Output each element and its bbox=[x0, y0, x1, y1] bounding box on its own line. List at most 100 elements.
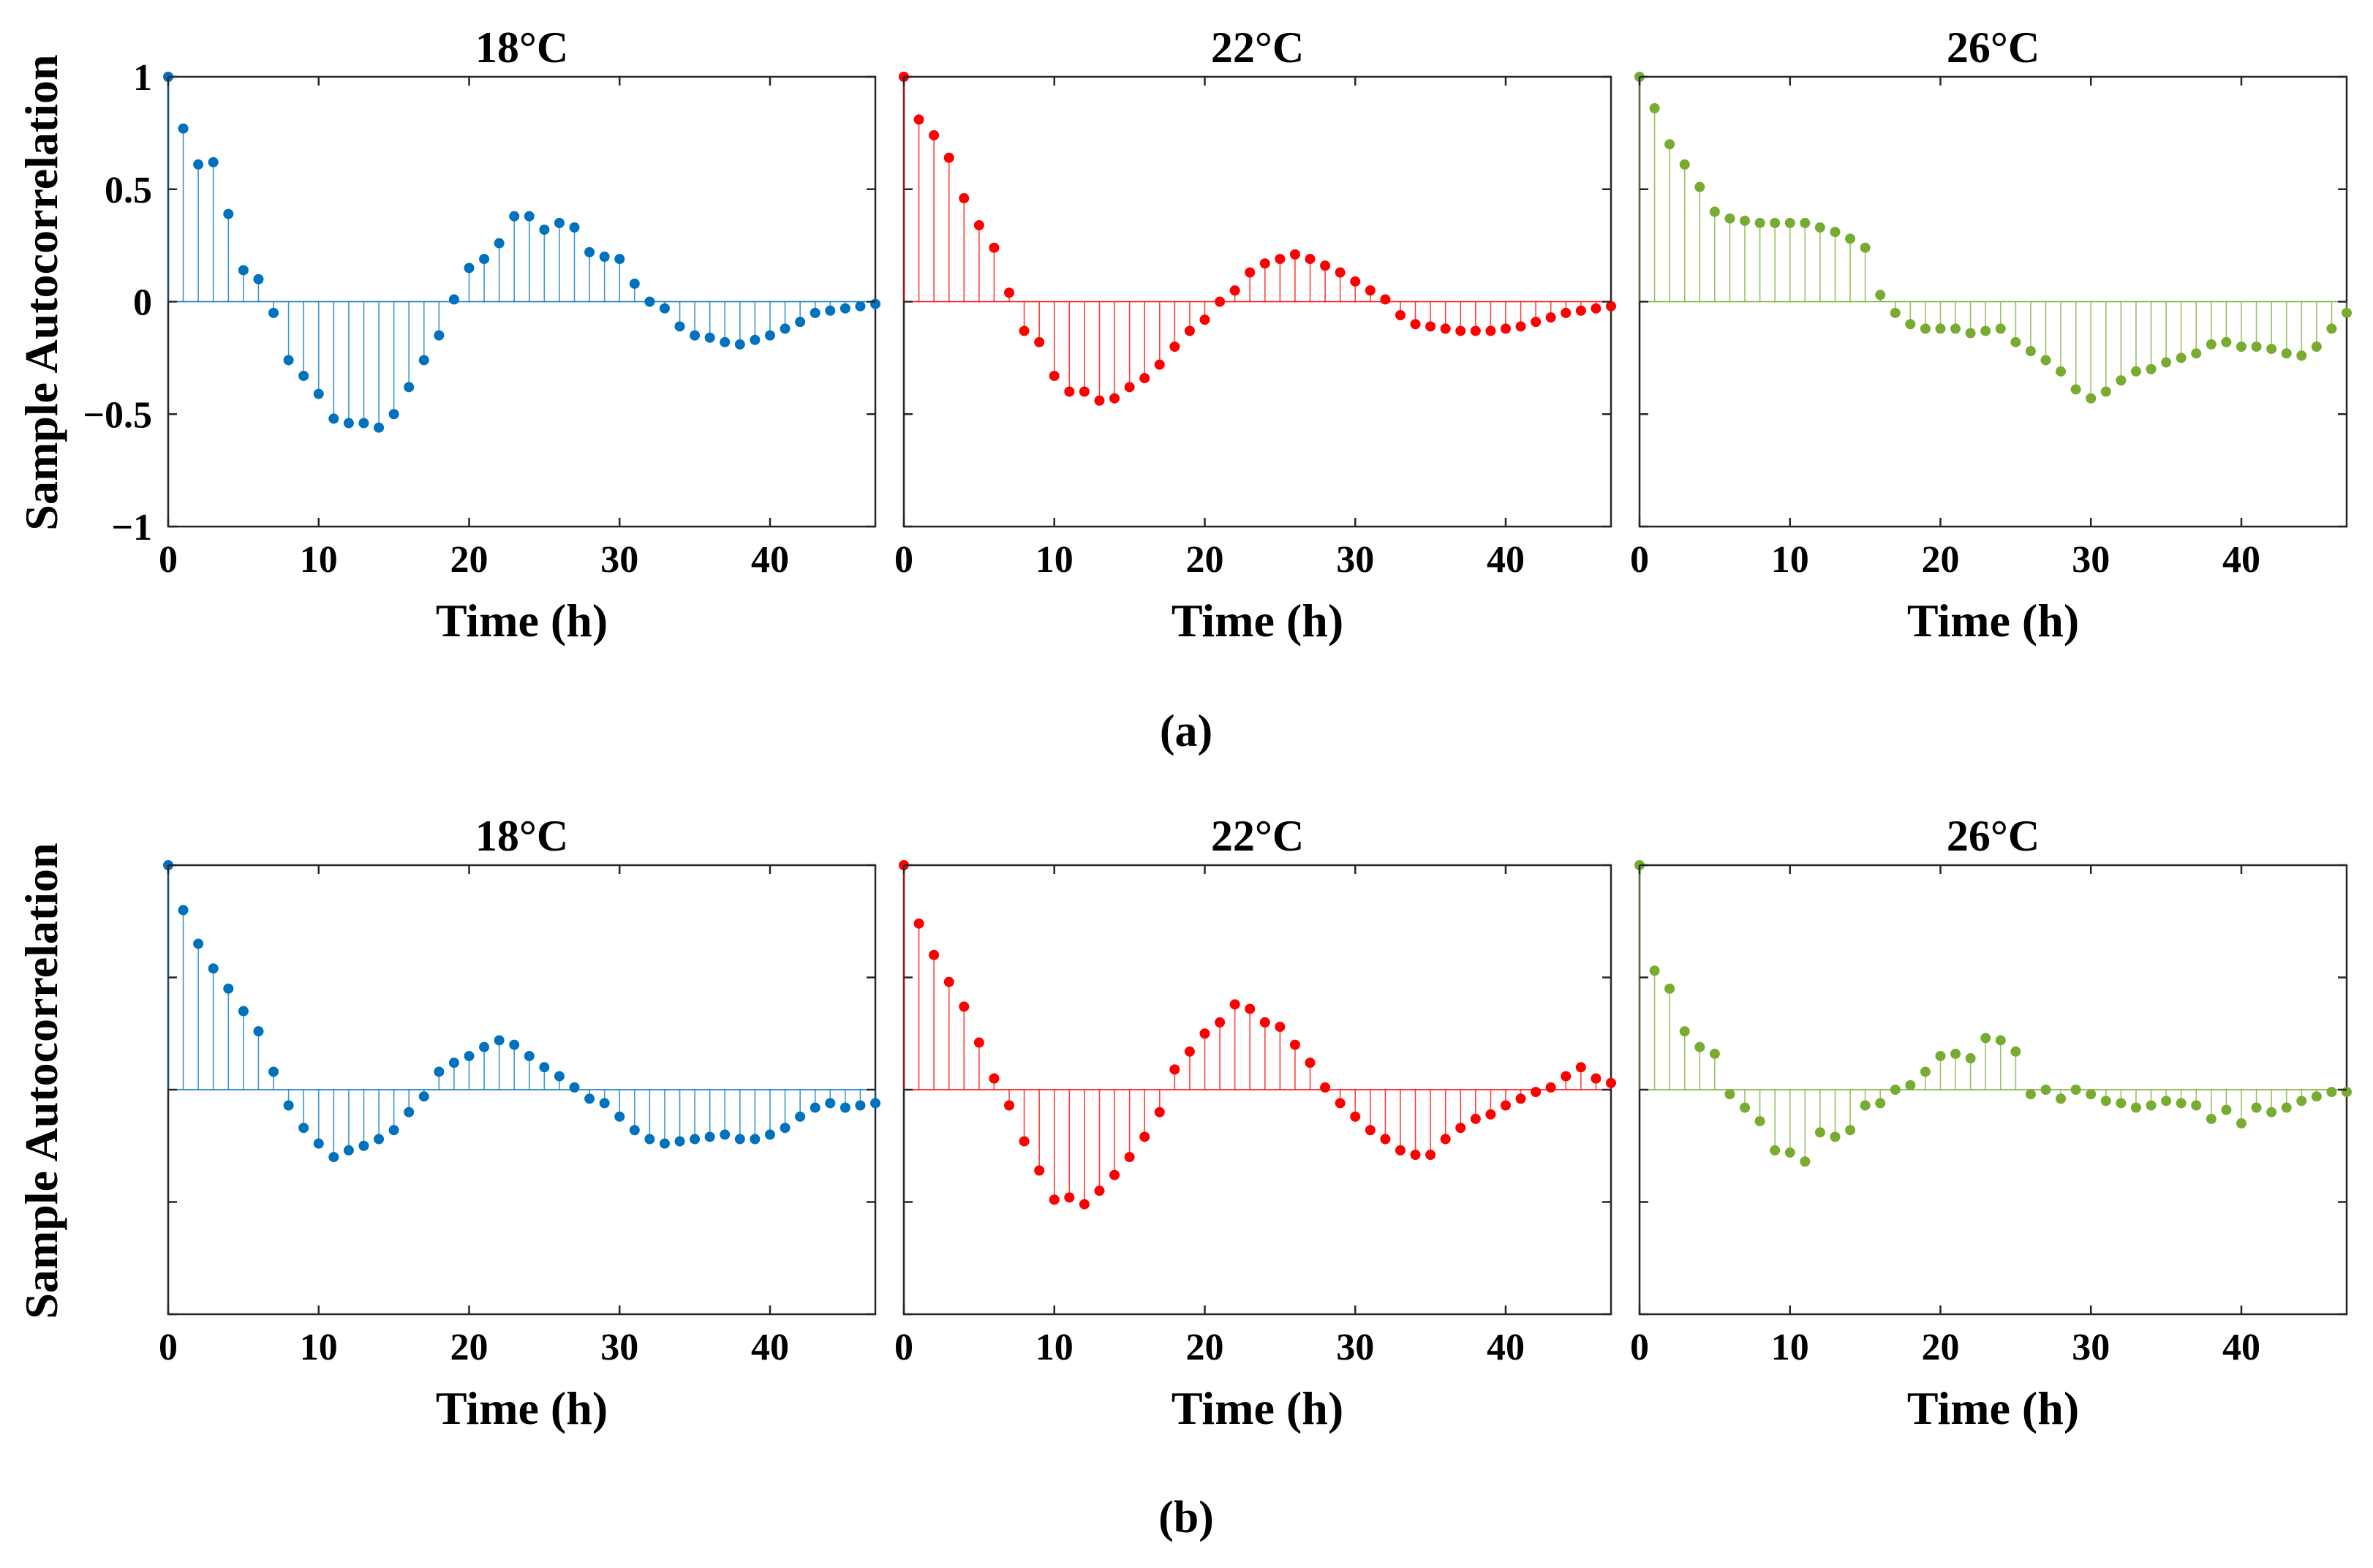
stem-marker bbox=[2326, 323, 2337, 334]
y-axis-label-top: Sample Autocorrelation bbox=[15, 54, 67, 530]
stem-marker bbox=[238, 1006, 249, 1017]
stem-marker bbox=[1950, 323, 1961, 334]
stem-marker bbox=[1034, 336, 1045, 347]
stem-marker bbox=[313, 388, 324, 399]
stem-marker bbox=[569, 1082, 580, 1093]
stem-marker bbox=[208, 157, 219, 167]
stem-marker bbox=[929, 949, 940, 960]
stem-marker bbox=[1754, 1115, 1765, 1126]
stem-marker bbox=[1049, 1194, 1060, 1205]
panel-a-0: 18°C 0 10 20 30 40 1 0.5 0 −0.5 −1 Time (h) bbox=[83, 23, 880, 647]
stem-marker bbox=[1305, 254, 1316, 265]
panel-title: 26°C bbox=[1947, 812, 2040, 860]
stem-marker bbox=[840, 1102, 850, 1113]
x-axis-label: Time (h) bbox=[436, 1382, 608, 1434]
stem-marker bbox=[418, 1091, 429, 1102]
stem-marker bbox=[1229, 999, 1240, 1010]
stem-marker bbox=[1920, 323, 1931, 334]
stem-marker bbox=[1784, 217, 1795, 228]
stem-marker bbox=[2161, 357, 2172, 368]
stem-marker bbox=[1545, 1082, 1556, 1093]
stem-marker bbox=[584, 1093, 595, 1104]
panel-title: 26°C bbox=[1947, 23, 2040, 72]
stem-marker bbox=[1004, 1100, 1015, 1111]
stem-marker bbox=[1154, 359, 1165, 370]
stem-marker bbox=[1064, 1192, 1075, 1203]
stem-marker bbox=[2311, 342, 2322, 352]
x-tick-label: 20 bbox=[450, 539, 488, 581]
stem-marker bbox=[840, 303, 850, 314]
stem-marker bbox=[1591, 303, 1602, 314]
x-tick-label: 40 bbox=[751, 539, 789, 581]
stem-marker bbox=[1754, 217, 1765, 228]
stem-marker bbox=[479, 1041, 490, 1052]
stem-marker bbox=[1335, 267, 1346, 278]
stem-marker bbox=[1784, 1147, 1795, 1158]
stem-marker bbox=[1199, 1028, 1210, 1039]
stem-marker bbox=[494, 1035, 505, 1046]
stem-marker bbox=[1950, 1048, 1961, 1059]
x-tick-label: 10 bbox=[1035, 539, 1074, 581]
stem-marker bbox=[629, 1125, 640, 1136]
stem-marker bbox=[524, 1050, 535, 1061]
x-tick-label: 0 bbox=[894, 1327, 913, 1368]
stem-marker bbox=[509, 1039, 520, 1050]
stem-marker bbox=[388, 409, 399, 420]
stem-marker bbox=[1365, 1125, 1376, 1136]
stem-marker bbox=[2236, 1118, 2246, 1129]
stem-marker bbox=[2206, 1113, 2217, 1124]
x-tick-label: 20 bbox=[1921, 539, 1959, 581]
stem-marker bbox=[1154, 1107, 1165, 1117]
stem-marker bbox=[1124, 382, 1135, 393]
stem-marker bbox=[283, 1100, 294, 1111]
stem-marker bbox=[764, 330, 775, 341]
stem-marker bbox=[973, 1037, 984, 1048]
stem-marker bbox=[1500, 1100, 1511, 1111]
stem-marker bbox=[554, 217, 565, 228]
stem-marker bbox=[2040, 355, 2051, 366]
stem-marker bbox=[780, 1123, 791, 1134]
stem-marker bbox=[494, 238, 505, 249]
stem-marker bbox=[2191, 348, 2202, 359]
stem-marker bbox=[1425, 1150, 1436, 1161]
stem-marker bbox=[1380, 1134, 1391, 1145]
stem-marker bbox=[1664, 139, 1675, 150]
stem-marker bbox=[1395, 309, 1406, 320]
stem-marker bbox=[1500, 323, 1511, 334]
stem-marker bbox=[1215, 296, 1226, 307]
stem-marker bbox=[464, 1050, 475, 1061]
stem-marker bbox=[1995, 1035, 2006, 1046]
stem-marker bbox=[1814, 1127, 1825, 1138]
stem-marker bbox=[644, 296, 655, 307]
stem-marker bbox=[1440, 323, 1451, 334]
stem-marker bbox=[2266, 1107, 2277, 1117]
stem-marker bbox=[2342, 307, 2352, 318]
stem-marker bbox=[2130, 366, 2141, 377]
stem-marker bbox=[659, 1138, 670, 1149]
stem-marker bbox=[2100, 386, 2111, 397]
stem-marker bbox=[223, 983, 234, 994]
stem-marker bbox=[2296, 350, 2307, 361]
stem-marker bbox=[1094, 395, 1105, 406]
stem-marker bbox=[1531, 1087, 1542, 1098]
stem-marker bbox=[1980, 1033, 1991, 1044]
stem-marker bbox=[1245, 1003, 1256, 1014]
stem-marker bbox=[1965, 328, 1976, 339]
stem-marker bbox=[464, 263, 475, 274]
stem-marker bbox=[1694, 1041, 1705, 1052]
stem-marker bbox=[825, 305, 836, 316]
stem-marker bbox=[1289, 1039, 1300, 1050]
stem-marker bbox=[448, 294, 459, 305]
stem-marker bbox=[1365, 285, 1376, 296]
stem-marker bbox=[1124, 1152, 1135, 1163]
stem-marker bbox=[358, 1140, 369, 1151]
stem-marker bbox=[313, 1138, 324, 1149]
stem-marker bbox=[253, 274, 264, 284]
stem-marker bbox=[1184, 325, 1195, 336]
panel-b-0: 18°C 0 10 20 30 40 Time (h) bbox=[159, 812, 880, 1434]
stem-marker bbox=[509, 211, 520, 222]
x-tick-label: 0 bbox=[1630, 539, 1649, 581]
stem-marker bbox=[2086, 1089, 2097, 1100]
stem-marker bbox=[584, 246, 595, 257]
